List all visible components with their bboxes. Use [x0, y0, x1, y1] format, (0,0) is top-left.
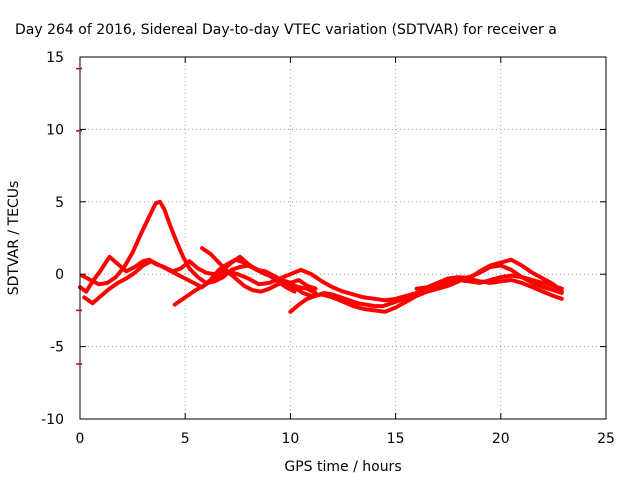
- chart-title: Day 264 of 2016, Sidereal Day-to-day VTE…: [15, 22, 557, 38]
- x-tick-label: 10: [281, 431, 299, 447]
- series-line-track-4: [172, 267, 440, 307]
- axis-ticks: 0 5 10 15 20 25 -10 -5 0 5 10 15: [41, 50, 615, 447]
- y-tick-label: 0: [55, 267, 64, 283]
- series-line-track-3: [82, 257, 297, 306]
- x-tick-label: 25: [597, 431, 615, 447]
- x-tick-label: 15: [387, 431, 405, 447]
- y-tick-label: 15: [46, 50, 64, 66]
- plot-frame: [79, 56, 607, 420]
- y-tick-label: 5: [55, 195, 64, 211]
- y-tick-label: 10: [46, 122, 64, 138]
- x-tick-label: 20: [492, 431, 510, 447]
- x-tick-label: 0: [76, 431, 85, 447]
- grid: [80, 57, 606, 419]
- series-line-track-9: [467, 257, 564, 294]
- series-group: [78, 199, 564, 314]
- y-tick-label: -5: [50, 340, 64, 356]
- y-axis-label: SDTVAR / TECUs: [6, 181, 22, 296]
- series-line-track-8: [414, 275, 564, 301]
- x-axis-label: GPS time / hours: [284, 459, 401, 475]
- y-tick-label: -10: [41, 412, 64, 428]
- x-tick-label: 5: [181, 431, 190, 447]
- y-axis-markers: [76, 67, 82, 365]
